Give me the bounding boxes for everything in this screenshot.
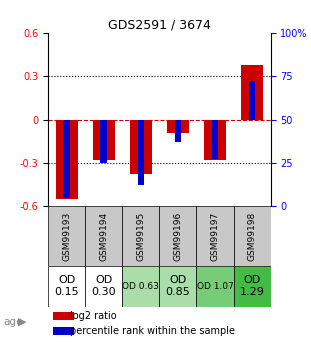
Bar [53, 326, 74, 335]
Bar [93, 119, 115, 160]
Bar [122, 266, 159, 307]
Text: GSM99197: GSM99197 [211, 211, 220, 261]
Bar [197, 266, 234, 307]
Bar [249, 81, 255, 119]
Text: OD 0.63: OD 0.63 [123, 282, 159, 291]
Text: GSM99196: GSM99196 [174, 211, 183, 261]
Text: OD
0.15: OD 0.15 [54, 275, 79, 297]
Bar [63, 119, 70, 198]
Bar [159, 266, 197, 307]
Bar [100, 119, 107, 163]
Text: GSM99193: GSM99193 [62, 211, 71, 261]
Bar [53, 312, 74, 320]
Bar [197, 206, 234, 266]
Bar [204, 119, 226, 160]
Bar [85, 266, 122, 307]
Text: OD
0.30: OD 0.30 [91, 275, 116, 297]
Title: GDS2591 / 3674: GDS2591 / 3674 [108, 19, 211, 32]
Bar [48, 266, 85, 307]
Bar [85, 206, 122, 266]
Text: OD
0.85: OD 0.85 [165, 275, 190, 297]
Text: log2 ratio: log2 ratio [70, 311, 117, 321]
Text: OD
1.29: OD 1.29 [239, 275, 264, 297]
Text: GSM99195: GSM99195 [136, 211, 145, 261]
Text: GSM99198: GSM99198 [248, 211, 257, 261]
Text: age: age [3, 317, 22, 326]
Bar [234, 206, 271, 266]
Bar [159, 206, 197, 266]
Bar [167, 119, 189, 132]
Bar [241, 65, 263, 119]
Bar [137, 119, 144, 186]
Bar [122, 206, 159, 266]
Bar [48, 206, 85, 266]
Bar [56, 119, 78, 199]
Text: OD 1.07: OD 1.07 [197, 282, 234, 291]
Text: ▶: ▶ [18, 317, 26, 326]
Text: GSM99194: GSM99194 [99, 211, 108, 260]
Bar [130, 119, 152, 175]
Bar [212, 119, 218, 159]
Text: percentile rank within the sample: percentile rank within the sample [70, 326, 235, 336]
Bar [174, 119, 181, 142]
Bar [234, 266, 271, 307]
